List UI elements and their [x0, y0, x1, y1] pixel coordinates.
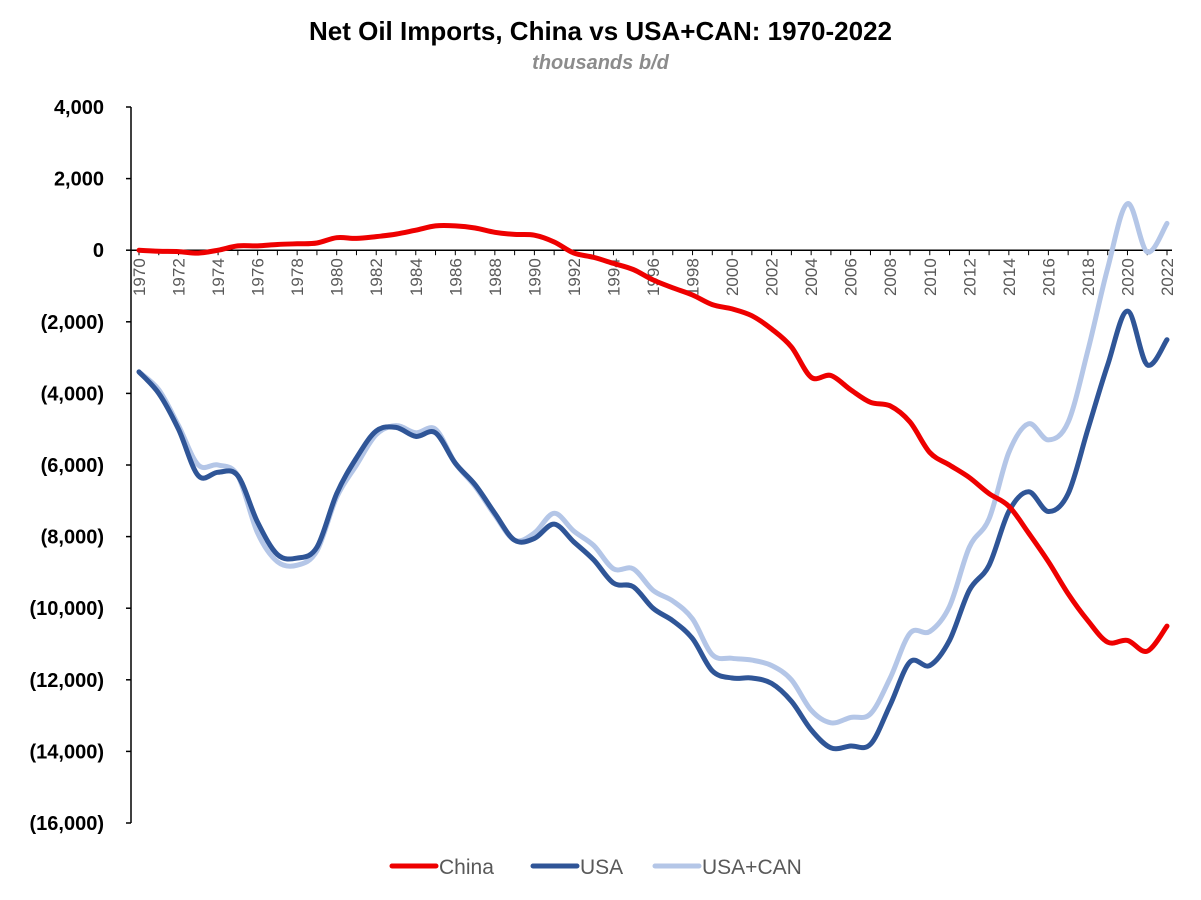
y-axis: 4,000 2,000 0 (2,000) (4,000) (6,000) (8,000) (…: [30, 97, 132, 835]
x-tick-label: 1976: [249, 258, 268, 296]
legend: China USA USA+CAN: [389, 856, 802, 879]
x-tick-label: 1990: [525, 258, 544, 296]
chart-subtitle: thousands b/d: [532, 52, 669, 74]
legend-label: USA+CAN: [702, 856, 802, 879]
y-tick-label: (12,000): [30, 670, 105, 692]
y-tick-label: (2,000): [41, 312, 104, 334]
series-line-usa-can: [136, 201, 1170, 726]
y-tick-label: 4,000: [54, 97, 104, 119]
x-tick-label: 1970: [130, 258, 149, 296]
y-tick-label: (16,000): [30, 813, 105, 835]
x-tick-label: 1982: [367, 258, 386, 296]
x-tick-label: 2002: [763, 258, 782, 296]
x-tick-label: 2000: [723, 258, 742, 296]
x-tick-label: 1994: [604, 258, 623, 296]
y-tick-label: (10,000): [30, 598, 105, 620]
x-tick-label: 2008: [881, 258, 900, 296]
series-line-usa: [136, 308, 1170, 752]
x-tick-label: 1972: [170, 258, 189, 296]
x-tick-label: 1986: [446, 258, 465, 296]
x-tick-label: 1996: [644, 258, 663, 296]
x-tick-label: 2020: [1118, 258, 1137, 296]
legend-label: USA: [580, 856, 623, 879]
x-tick-label: 2014: [1000, 258, 1019, 296]
y-tick-label: (4,000): [41, 383, 104, 405]
x-tick-label: 2006: [842, 258, 861, 296]
x-tick-label: 1998: [684, 258, 703, 296]
legend-label: China: [439, 856, 494, 879]
x-tick-label: 2004: [802, 258, 821, 296]
y-tick-label: 0: [93, 240, 104, 262]
x-tick-label: 1992: [565, 258, 584, 296]
y-tick-label: 2,000: [54, 169, 104, 191]
chart-title: Net Oil Imports, China vs USA+CAN: 1970-…: [308, 16, 893, 46]
x-tick-label: 1978: [288, 258, 307, 296]
x-tick-label: 2010: [921, 258, 940, 296]
x-axis: 1970 1972 1974 1976 1978 1980 1982 1984 1986 1988…: [130, 249, 1177, 296]
y-tick-label: (6,000): [41, 455, 104, 477]
y-tick-label: (8,000): [41, 527, 104, 549]
series-line-china: [136, 222, 1170, 654]
x-tick-label: 2018: [1079, 258, 1098, 296]
x-tick-label: 1974: [209, 258, 228, 296]
y-tick-label: (14,000): [30, 741, 105, 763]
x-tick-label: 2012: [960, 258, 979, 296]
x-tick-label: 2022: [1158, 258, 1177, 296]
x-tick-label: 1988: [486, 258, 505, 296]
x-tick-label: 2016: [1039, 258, 1058, 296]
series-lines: [136, 201, 1170, 752]
x-tick-label: 1984: [407, 258, 426, 296]
x-tick-label: 1980: [328, 258, 347, 296]
